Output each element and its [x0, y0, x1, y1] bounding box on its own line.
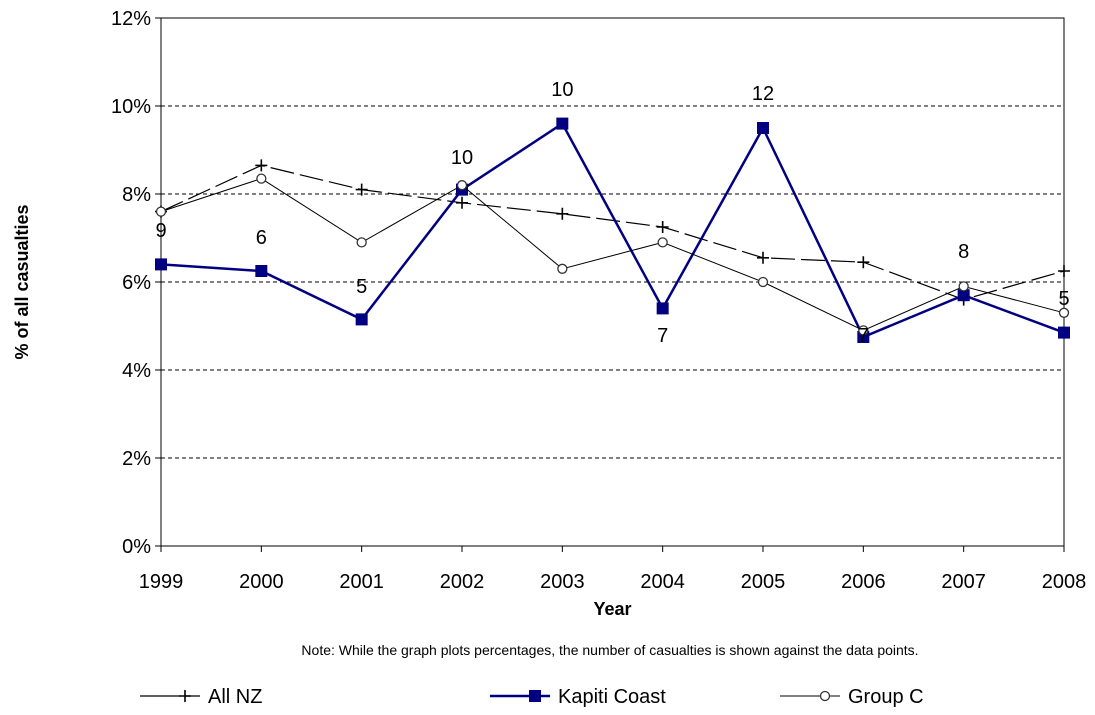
data-label: 7: [858, 325, 869, 347]
y-tick-label: 12%: [111, 8, 151, 30]
all-nz-point: [857, 256, 870, 269]
kapiti-coast-point: [656, 302, 669, 315]
kapiti-coast-point: [757, 122, 769, 134]
data-label: 10: [551, 79, 573, 101]
x-tick-label: 2004: [640, 571, 685, 593]
data-label: 10: [451, 147, 473, 169]
x-tick-label: 2001: [339, 571, 384, 593]
x-tick-label: 2008: [1042, 571, 1087, 593]
legend-label: All NZ: [208, 686, 262, 708]
x-tick-label: 2006: [841, 571, 886, 593]
all-nz-point: [456, 196, 468, 209]
series-layer: [155, 117, 1070, 343]
kapiti-coast-point: [155, 258, 167, 271]
legend-label: Group C: [848, 686, 924, 708]
x-tick-label: 2005: [741, 571, 786, 593]
data-label: 8: [958, 241, 969, 263]
y-tick-label: 10%: [111, 96, 151, 118]
kapiti-coast-point: [1058, 326, 1070, 339]
group-c-point: [657, 237, 668, 248]
y-axis-title: % of all casualties: [12, 204, 32, 359]
all-nz-point: [1058, 265, 1070, 277]
kapiti-coast-line: [160, 121, 1065, 339]
x-tick-label: 2007: [941, 571, 986, 593]
legend-item-kapiti-coast: Kapiti Coast: [490, 686, 666, 708]
group-c-point: [256, 173, 267, 184]
x-tick-label: 2003: [540, 571, 585, 593]
data-label: 7: [657, 325, 668, 347]
x-tick-label: 2002: [440, 571, 485, 593]
y-tick-label: 8%: [122, 184, 151, 206]
x-axis-title: Year: [593, 599, 631, 619]
y-tick-label: 6%: [122, 272, 151, 294]
x-tick-label: 2000: [239, 571, 284, 593]
group-c-point: [1058, 307, 1070, 318]
series-kapiti-coast: [155, 117, 1070, 343]
y-tick-label: 4%: [122, 360, 151, 382]
legend: All NZ Kapiti Coast Group C: [140, 686, 924, 708]
data-labels: 9 6 5 10 10 7 12 7 8 5: [155, 79, 1069, 347]
data-label: 5: [356, 276, 367, 298]
kapiti-coast-point: [556, 117, 569, 130]
y-axis: 0% 2% 4% 6% 8% 10% 12%: [111, 8, 161, 558]
group-c-point: [155, 206, 167, 217]
chart-note: Note: While the graph plots percentages,…: [301, 642, 918, 658]
series-group-c: [155, 173, 1070, 336]
series-all-nz: [155, 159, 1070, 306]
legend-item-all-nz: All NZ: [140, 686, 262, 708]
legend-marker: [179, 690, 191, 702]
data-label: 12: [752, 83, 774, 105]
group-c-point: [456, 180, 468, 191]
kapiti-coast-point: [255, 265, 268, 277]
data-label: 6: [256, 227, 267, 249]
data-label: 5: [1058, 288, 1069, 310]
data-label: 9: [155, 220, 166, 242]
group-c-point: [557, 263, 568, 274]
all-nz-point: [757, 251, 769, 264]
group-c-point: [858, 325, 869, 336]
legend-marker: [529, 690, 541, 702]
y-tick-label: 2%: [122, 448, 151, 470]
all-nz-point: [656, 221, 669, 233]
group-c-point: [958, 281, 969, 292]
legend-label: Kapiti Coast: [558, 686, 666, 708]
group-c-point: [356, 237, 367, 248]
x-axis: 1999 2000 2001 2002 2003 2004 2005 2006 2007 2008: [139, 546, 1087, 593]
x-tick-label: 1999: [139, 571, 184, 593]
kapiti-coast-point: [355, 313, 368, 326]
group-c-line: [160, 178, 1065, 331]
legend-item-group-c: Group C: [780, 686, 924, 708]
all-nz-point: [556, 207, 569, 220]
all-nz-point: [255, 159, 268, 172]
gridlines: [161, 105, 1064, 459]
all-nz-line: [160, 164, 1065, 301]
y-tick-label: 0%: [122, 536, 151, 558]
legend-marker: [819, 690, 831, 702]
group-c-point: [757, 276, 769, 288]
all-nz-point: [355, 183, 368, 196]
